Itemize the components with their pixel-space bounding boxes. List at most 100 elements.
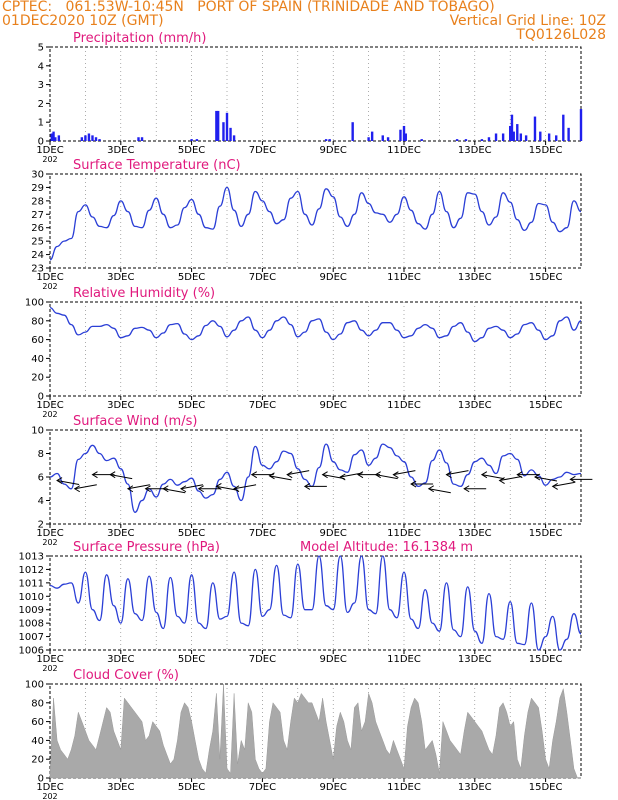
- pressure-ytick-label: 1011: [19, 578, 44, 589]
- precip-bar: [516, 124, 519, 141]
- wind-arrow: [287, 470, 310, 476]
- wind-arrow-head: [91, 471, 98, 479]
- temp-ytick-label: 30: [31, 170, 44, 181]
- precip-bar: [512, 131, 515, 141]
- precip-bar: [229, 127, 232, 141]
- wind-arrow-head: [286, 471, 293, 479]
- cloud-ytick-label: 80: [31, 698, 44, 709]
- wind-arrow-head: [357, 471, 364, 479]
- precip-bar: [84, 135, 87, 141]
- precip-bar: [80, 137, 84, 141]
- precip-ytick-label: 1: [38, 118, 44, 129]
- temp-title: Surface Temperature (nC): [73, 158, 241, 173]
- wind-arrow-head: [56, 477, 63, 484]
- header-line1: CPTEC: 061:53W-10:45N PORT OF SPAIN (TRI…: [2, 0, 495, 15]
- precip-bar: [232, 135, 236, 141]
- precip-bar: [519, 133, 523, 141]
- pressure-xtick-label: 9DEC: [320, 654, 347, 665]
- precip-ytick-label: 0: [38, 137, 44, 148]
- temp-ytick-label: 23: [31, 264, 44, 275]
- pressure-xtick-label: 13DEC: [458, 654, 492, 665]
- precip-bar: [137, 137, 140, 141]
- wind-ytick-label: 2: [38, 520, 44, 531]
- wind-arrow-head: [569, 475, 576, 483]
- precip-bar: [487, 137, 491, 141]
- rh-xtick-label: 7DEC: [249, 400, 276, 411]
- pressure-title: Surface Pressure (hPa): [73, 540, 220, 555]
- pressure-series-line: [49, 555, 582, 651]
- precip-bar: [579, 109, 583, 141]
- temp-xtick-label: 5DEC: [178, 272, 205, 283]
- rh-title: Relative Humidity (%): [73, 286, 215, 301]
- wind-arrow-head: [498, 477, 505, 484]
- precip-bar: [216, 110, 220, 141]
- wind-arrow: [446, 470, 469, 476]
- pressure-ytick-label: 1012: [19, 565, 44, 576]
- header-model-id: TQ0126L028: [516, 27, 606, 43]
- cloud-xtick-label: 9DEC: [320, 782, 347, 793]
- pressure-xtick-label: 1DEC: [36, 654, 63, 665]
- precip-bar: [555, 135, 558, 141]
- precip-bar: [91, 135, 94, 141]
- precip-bar: [402, 125, 406, 141]
- pressure-ytick-label: 1010: [19, 592, 44, 603]
- precip-xtick-label: 1DEC: [36, 145, 63, 156]
- pressure-frame: [49, 555, 582, 651]
- rh-ytick-label: 20: [31, 373, 44, 384]
- temp-ytick-label: 26: [31, 223, 44, 234]
- pressure-annotation: Model Altitude: 16.1384 m: [300, 540, 473, 555]
- rh-frame: [49, 301, 582, 397]
- cloud-xtick-label: 7DEC: [249, 782, 276, 793]
- temp-xtick-label: 15DEC: [529, 272, 563, 283]
- wind-series-line: [49, 443, 582, 513]
- cloud-xtick-label: 5DEC: [178, 782, 205, 793]
- precip-ytick-label: 3: [38, 80, 44, 91]
- precip-ytick-label: 2: [38, 99, 44, 110]
- precip-xtick-label: 7DEC: [249, 145, 276, 156]
- precip-bar: [533, 116, 537, 141]
- wind-arrow-head: [551, 482, 558, 490]
- temp-ytick-label: 28: [31, 196, 44, 207]
- cloud-ytick-label: 60: [31, 717, 44, 728]
- pressure-xtick-label: 11DEC: [387, 654, 421, 665]
- precip-bar: [54, 137, 57, 141]
- temp-ytick-label: 29: [31, 183, 44, 194]
- precip-bar: [509, 125, 512, 141]
- wind-xtick-label: 13DEC: [458, 528, 492, 539]
- wind-arrow-head: [427, 485, 435, 493]
- cloud-ytick-label: 20: [31, 755, 44, 766]
- precip-bar: [328, 139, 331, 141]
- precip-xtick-label: 15DEC: [529, 145, 563, 156]
- pressure-xtick-label: 7DEC: [249, 654, 276, 665]
- rh-ytick-label: 60: [31, 335, 44, 346]
- rh-ytick-label: 80: [31, 316, 44, 327]
- cloud-ytick-label: 0: [38, 774, 44, 785]
- wind-arrow-head: [410, 480, 417, 488]
- precip-xtick-label: 5DEC: [178, 145, 205, 156]
- temp-frame: [49, 173, 582, 269]
- temp-ytick-label: 24: [31, 250, 44, 261]
- wind-arrow-head: [126, 485, 134, 493]
- rh-year-label: 202: [42, 410, 57, 419]
- precip-bar: [524, 135, 528, 141]
- temp-ytick-label: 27: [31, 210, 44, 221]
- rh-xtick-label: 15DEC: [529, 400, 563, 411]
- precip-bar: [455, 139, 459, 141]
- precip-bar: [195, 139, 199, 141]
- precip-bar: [567, 127, 570, 141]
- temp-xtick-label: 1DEC: [36, 272, 63, 283]
- rh-series-line: [49, 306, 582, 343]
- wind-ytick-label: 6: [38, 473, 44, 484]
- temp-xtick-label: 9DEC: [320, 272, 347, 283]
- pressure-year-label: 202: [42, 664, 57, 673]
- cloud-xtick-label: 13DEC: [458, 782, 492, 793]
- precip-bar: [547, 133, 551, 141]
- precip-bar: [494, 133, 498, 141]
- wind-arrow: [375, 474, 398, 480]
- precip-bar: [539, 131, 542, 141]
- precip-xtick-label: 11DEC: [387, 145, 421, 156]
- wind-arrow: [163, 488, 186, 494]
- precip-bar: [87, 133, 91, 141]
- temp-xtick-label: 13DEC: [458, 272, 492, 283]
